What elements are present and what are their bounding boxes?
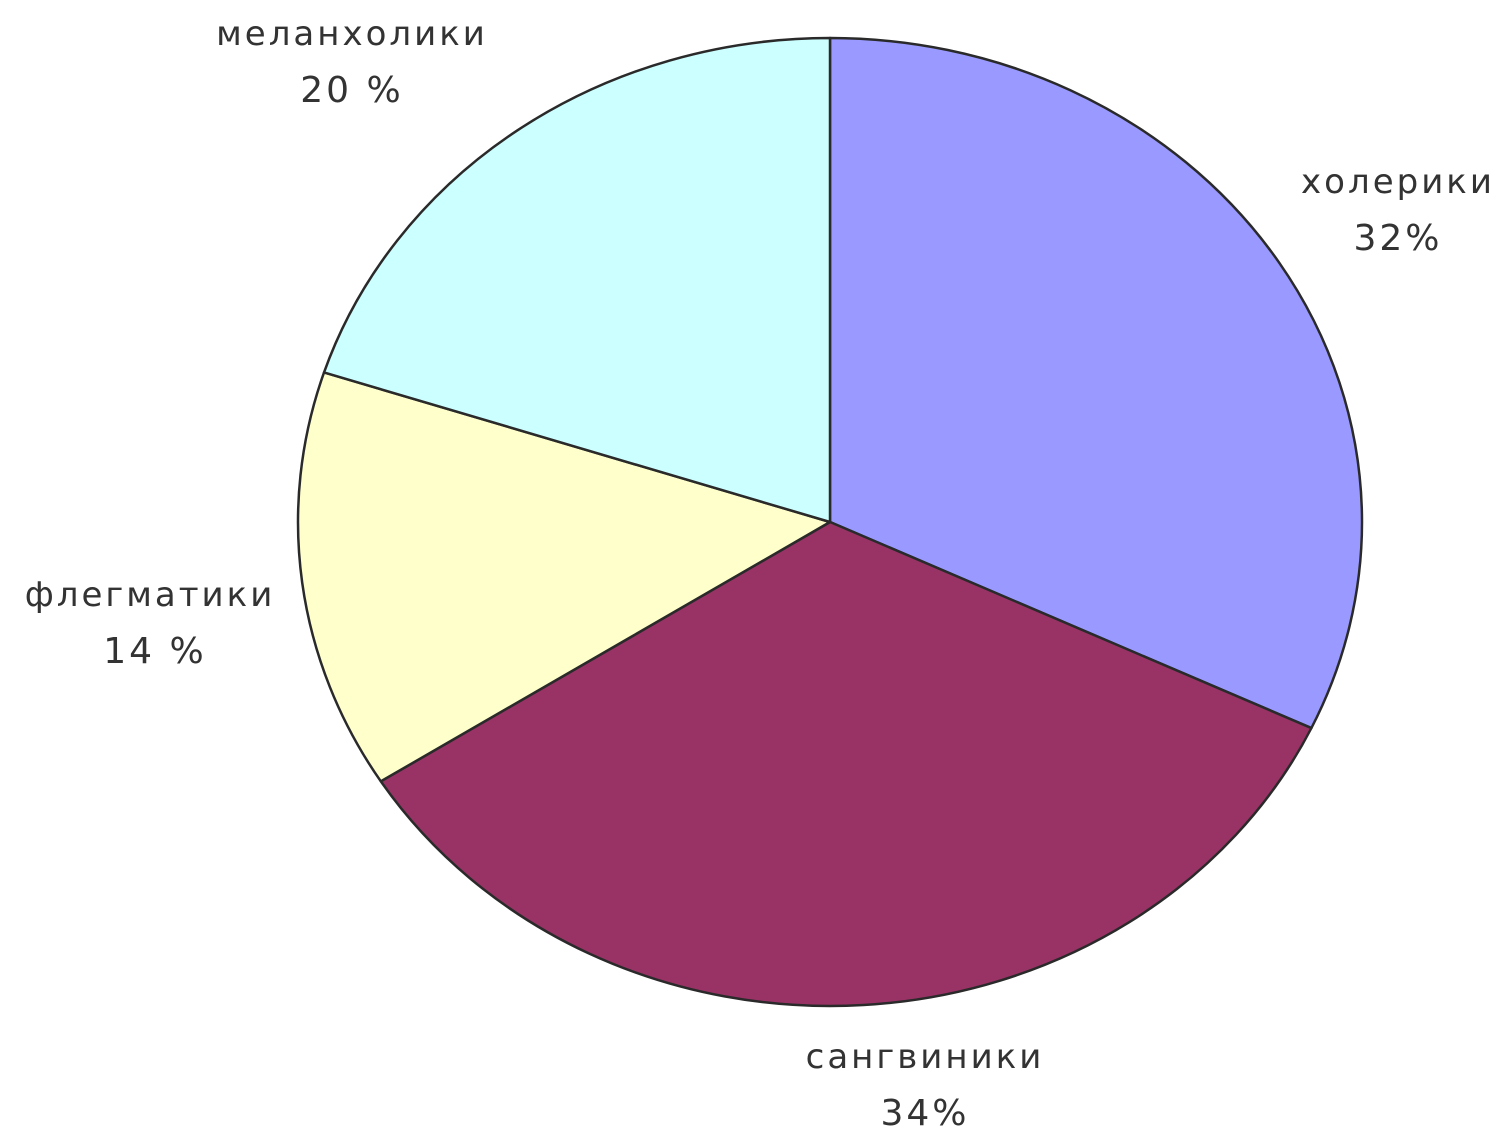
pie-slice-2 xyxy=(379,520,1313,1008)
pie-slices xyxy=(296,36,1364,1008)
slice-label: сангвиники xyxy=(806,1037,1045,1077)
slice-percent-label: 20 % xyxy=(300,70,403,111)
slice-label: флегматики xyxy=(25,575,276,615)
slice-percent-label: 32% xyxy=(1353,218,1442,259)
slice-label: меланхолики xyxy=(216,14,488,54)
slice-percent-label: 34% xyxy=(880,1093,969,1128)
pie-slice-3 xyxy=(296,371,832,783)
slice-percent-label: 14 % xyxy=(103,631,206,672)
slice-label: холерики xyxy=(1301,162,1495,202)
pie-slice-1 xyxy=(828,36,1364,730)
pie-slice-4 xyxy=(322,36,832,524)
pie-labels: холерики 32% сангвиники 34% флегматики 14 % ме… xyxy=(25,14,1495,1128)
